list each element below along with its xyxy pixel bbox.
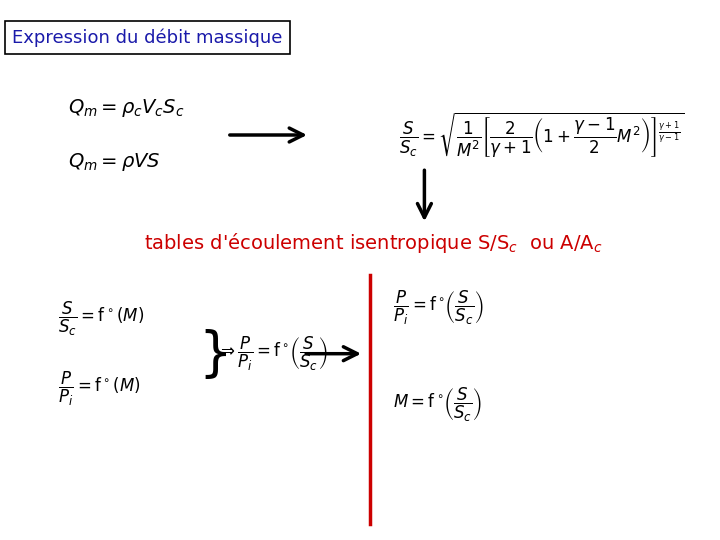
- Text: $Q_m = \rho_c V_c S_c$: $Q_m = \rho_c V_c S_c$: [68, 97, 184, 119]
- Text: $\dfrac{S}{S_c} = \sqrt{\dfrac{1}{M^2}\left[\dfrac{2}{\gamma+1}\left(1+\dfrac{\g: $\dfrac{S}{S_c} = \sqrt{\dfrac{1}{M^2}\l…: [399, 111, 685, 159]
- Text: $\dfrac{P}{P_i} = \mathrm{f}^\circ(M)$: $\dfrac{P}{P_i} = \mathrm{f}^\circ(M)$: [58, 370, 140, 408]
- Text: $\dfrac{P}{P_i} = \mathrm{f}^\circ\!\left(\dfrac{S}{S_c}\right)$: $\dfrac{P}{P_i} = \mathrm{f}^\circ\!\lef…: [392, 289, 483, 327]
- Text: $Q_m = \rho V S$: $Q_m = \rho V S$: [68, 151, 161, 173]
- Text: $\Rightarrow \dfrac{P}{P_i} = \mathrm{f}^\circ\!\left(\dfrac{S}{S_c}\right)$: $\Rightarrow \dfrac{P}{P_i} = \mathrm{f}…: [217, 335, 328, 373]
- Text: tables d'écoulement isentropique S/S$_c$  ou A/A$_c$: tables d'écoulement isentropique S/S$_c$…: [144, 231, 603, 255]
- Text: Expression du débit massique: Expression du débit massique: [12, 29, 282, 47]
- Text: $\dfrac{S}{S_c} = \mathrm{f}^\circ(M)$: $\dfrac{S}{S_c} = \mathrm{f}^\circ(M)$: [58, 300, 145, 338]
- Text: $\}$: $\}$: [198, 327, 228, 381]
- Text: $M = \mathrm{f}^\circ\!\left(\dfrac{S}{S_c}\right)$: $M = \mathrm{f}^\circ\!\left(\dfrac{S}{S…: [392, 386, 482, 424]
